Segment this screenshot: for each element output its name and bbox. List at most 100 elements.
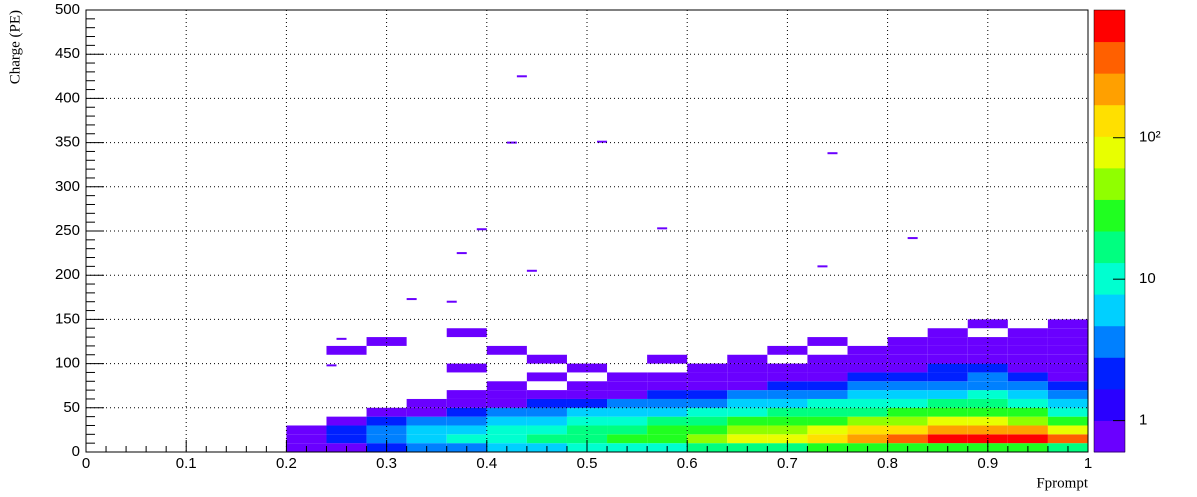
- heat-cell: [506, 141, 517, 144]
- heat-cell: [526, 398, 567, 408]
- heat-cell: [526, 354, 567, 364]
- heat-cell: [1047, 337, 1088, 346]
- heat-cell: [326, 364, 337, 367]
- heat-cell: [727, 434, 768, 444]
- heat-cell: [767, 381, 808, 391]
- heat-cell: [1007, 390, 1048, 399]
- heat-cell: [1007, 381, 1048, 391]
- heat-cell: [446, 300, 457, 303]
- heat-cell: [927, 390, 968, 399]
- heat-cell: [847, 398, 888, 408]
- heat-cell: [687, 363, 728, 373]
- heat-cell: [807, 363, 848, 373]
- heat-cell: [767, 398, 808, 408]
- heat-cell: [1007, 434, 1048, 444]
- heat-cell: [967, 425, 1008, 435]
- heat-cell: [727, 354, 768, 364]
- color-bar-step: [1094, 104, 1125, 137]
- z-tick-label: 10: [1139, 270, 1156, 287]
- heat-cell: [727, 372, 768, 382]
- heat-cell: [927, 381, 968, 391]
- heat-cell: [807, 337, 848, 346]
- heat-cell: [887, 381, 928, 391]
- heat-cell: [887, 345, 928, 355]
- y-tick-label: 350: [55, 134, 80, 151]
- heat-cell: [887, 434, 928, 444]
- heat-cell: [476, 228, 487, 231]
- heat-cell: [847, 425, 888, 435]
- heat-cell: [486, 381, 527, 391]
- heat-cell: [967, 381, 1008, 391]
- heat-cell: [1007, 363, 1048, 373]
- color-bar-frame: [1093, 9, 1126, 453]
- heat-cell: [887, 363, 928, 373]
- x-tick-label: 0: [82, 455, 90, 472]
- heat-cell: [927, 354, 968, 364]
- heat-cell: [516, 75, 527, 78]
- heat-cell: [566, 416, 608, 426]
- heat-cell: [847, 416, 888, 426]
- heat-cell: [807, 407, 848, 417]
- color-bar-step: [1094, 73, 1125, 106]
- color-bar-step: [1094, 136, 1125, 169]
- heat-cell: [657, 227, 668, 230]
- heat-cell: [687, 381, 728, 391]
- z-tick-label: 1: [1139, 412, 1147, 429]
- heat-cell: [406, 407, 447, 417]
- heat-cell: [486, 416, 527, 426]
- heat-cell: [927, 337, 968, 346]
- heat-cell: [1047, 390, 1088, 399]
- heat-cell: [446, 425, 487, 435]
- heat-cell: [647, 407, 688, 417]
- heat-cell: [1007, 398, 1048, 408]
- heat-cell: [1047, 381, 1088, 391]
- heat-cell: [1007, 345, 1048, 355]
- color-bar-step: [1094, 41, 1125, 74]
- heat-cell: [847, 407, 888, 417]
- heat-cell: [406, 398, 447, 408]
- heat-cell: [526, 416, 567, 426]
- heat-cell: [967, 363, 1008, 373]
- heat-cell: [807, 381, 848, 391]
- heat-cell: [927, 345, 968, 355]
- heat-cell: [847, 381, 888, 391]
- x-tick-label: 0.8: [877, 455, 898, 472]
- y-tick-label: 450: [55, 45, 80, 62]
- heat-cell: [647, 390, 688, 399]
- heat-cell: [1047, 416, 1088, 426]
- heat-cell: [847, 363, 888, 373]
- heat-cell: [687, 390, 728, 399]
- heat-cell: [607, 381, 648, 391]
- heat-cell: [526, 269, 537, 272]
- heat-cell: [1007, 425, 1048, 435]
- heat-cell: [1047, 328, 1088, 338]
- heat-cell: [566, 398, 608, 408]
- heat-cell: [406, 425, 447, 435]
- x-tick-label: 0.5: [577, 455, 598, 472]
- heat-cell: [687, 416, 728, 426]
- heat-cell: [727, 363, 768, 373]
- heat-cell: [887, 407, 928, 417]
- heat-cell: [807, 425, 848, 435]
- color-bar-step: [1094, 420, 1125, 453]
- heat-cell: [486, 434, 527, 444]
- heat-cell: [446, 328, 487, 338]
- heat-cell: [526, 372, 567, 382]
- heat-cell: [887, 337, 928, 346]
- heat-cell: [847, 390, 888, 399]
- heat-cell: [326, 434, 367, 444]
- heat-cell: [597, 140, 608, 143]
- plot-frame: [85, 9, 1089, 453]
- heat-cell: [366, 407, 407, 417]
- heat-cell: [767, 416, 808, 426]
- heat-cell: [336, 337, 347, 340]
- z-tick-label: 10²: [1139, 129, 1161, 146]
- heat-cell: [807, 390, 848, 399]
- heat-cell: [366, 425, 407, 435]
- heat-cell: [687, 434, 728, 444]
- heat-cell: [847, 345, 888, 355]
- heat-cell: [286, 425, 327, 435]
- heat-cell: [767, 407, 808, 417]
- heat-cell: [767, 425, 808, 435]
